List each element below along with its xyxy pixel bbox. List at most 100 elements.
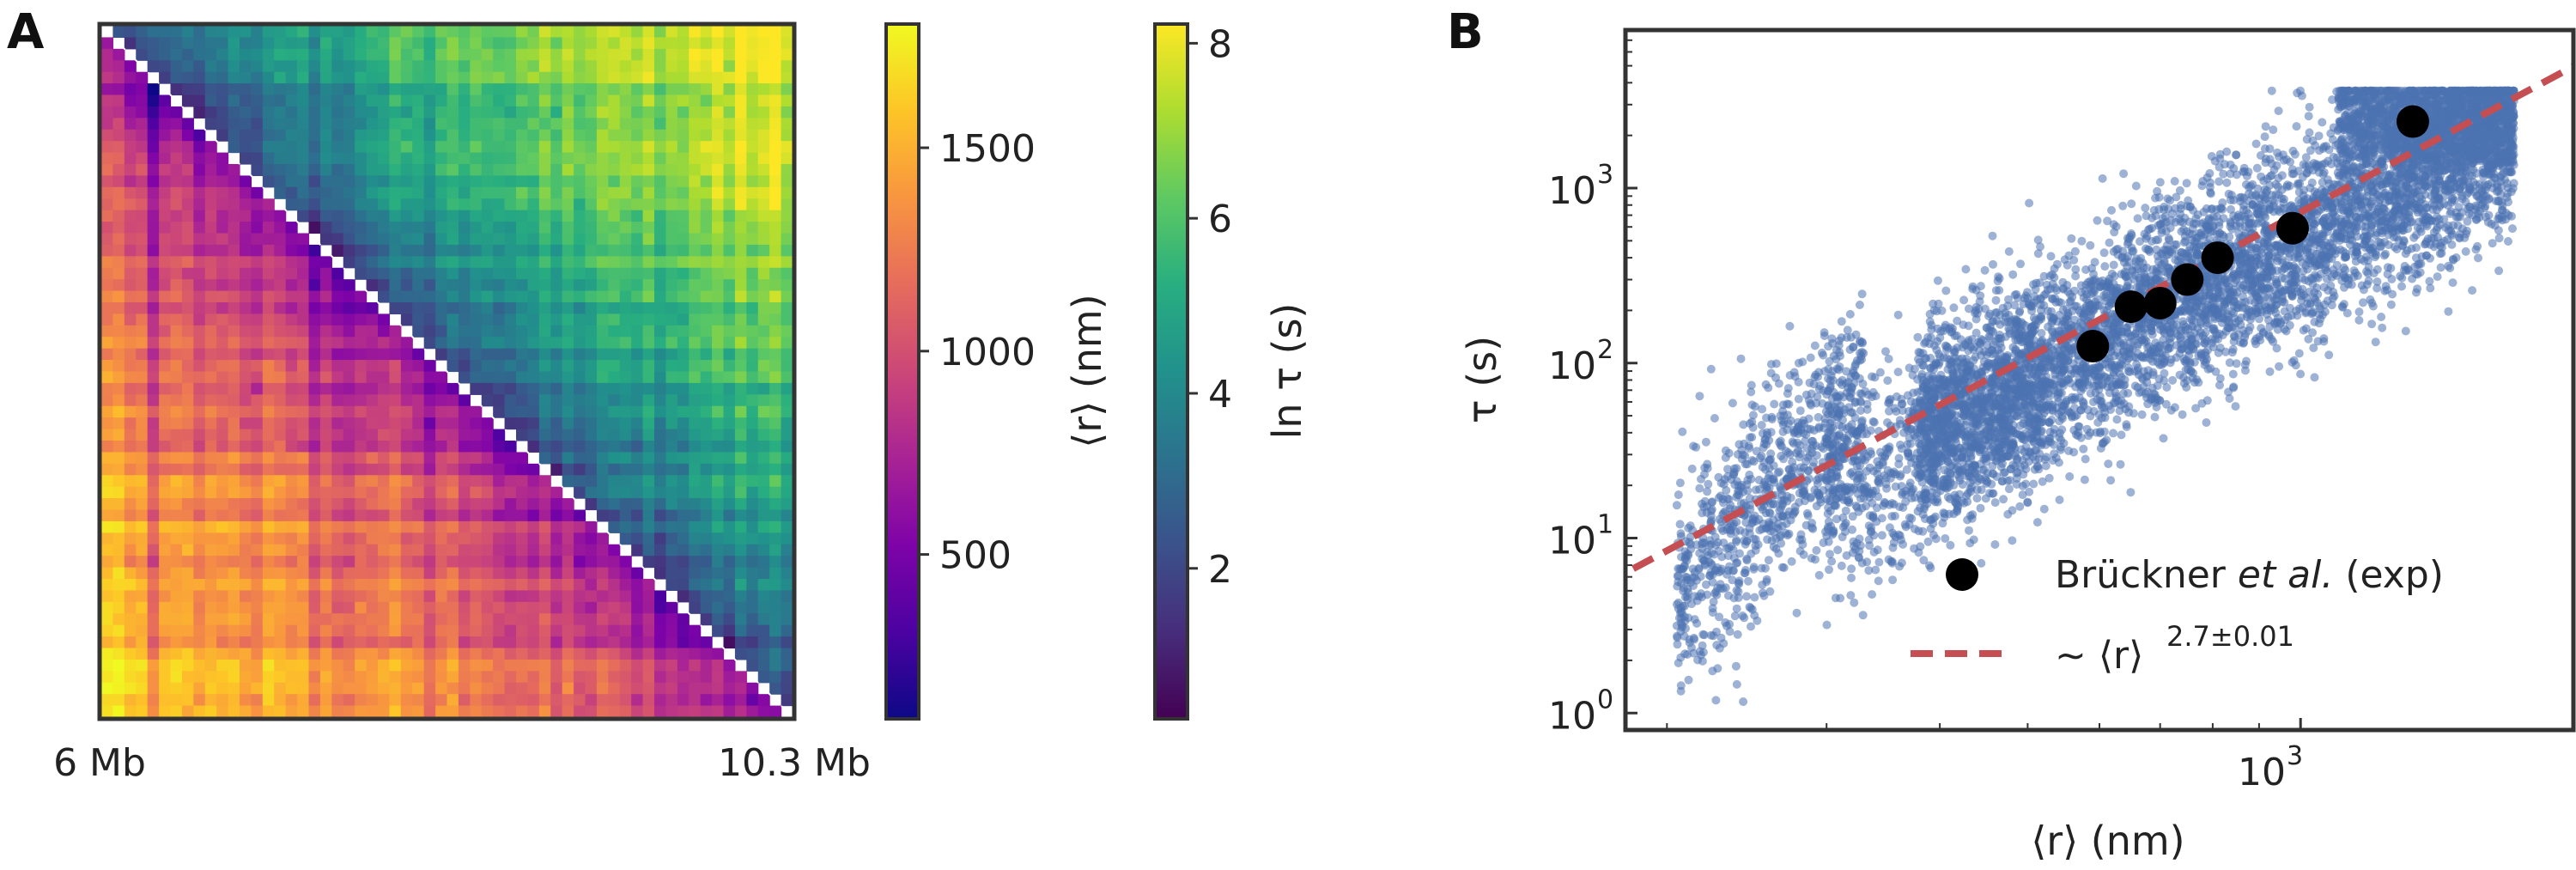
heatmap-cell (757, 544, 770, 557)
heatmap-cell (538, 371, 551, 384)
heatmap-cell (585, 520, 598, 533)
heatmap-cell (712, 118, 725, 131)
scatter-point (2251, 139, 2261, 149)
heatmap-cell (516, 279, 529, 292)
heatmap-cell (297, 325, 310, 338)
heatmap-cell (608, 175, 621, 188)
heatmap-cell (654, 279, 667, 292)
heatmap-cell (378, 394, 391, 407)
heatmap-cell (297, 210, 310, 222)
heatmap-cell (550, 256, 563, 269)
heatmap-cell (608, 337, 621, 350)
heatmap-cell (781, 394, 793, 407)
heatmap-cell (493, 186, 506, 199)
heatmap-cell (769, 636, 782, 649)
heatmap-cell (204, 60, 217, 73)
heatmap-cell (665, 705, 678, 718)
heatmap-cell (331, 175, 344, 188)
scatter-point (2112, 415, 2122, 424)
heatmap-cell (550, 106, 563, 119)
heatmap-cell (562, 48, 574, 61)
heatmap-cell (527, 141, 540, 154)
heatmap-cell (608, 60, 621, 73)
heatmap-cell (757, 325, 770, 338)
heatmap-cell (447, 337, 459, 350)
heatmap-cell (723, 129, 736, 142)
heatmap-cell (642, 694, 655, 707)
heatmap-cell (516, 371, 529, 384)
heatmap-cell (240, 520, 252, 533)
heatmap-cell (746, 233, 759, 246)
heatmap-cell (493, 141, 506, 154)
heatmap-cell (378, 60, 391, 73)
heatmap-cell (355, 590, 368, 603)
heatmap-cell (262, 71, 275, 84)
heatmap-cell (159, 198, 172, 211)
heatmap-cell (550, 441, 563, 453)
heatmap-cell (343, 48, 355, 61)
heatmap-cell (677, 463, 690, 476)
scatter-point (2191, 404, 2201, 413)
heatmap-cell (343, 141, 355, 154)
heatmap-cell (746, 486, 759, 499)
heatmap-cell (470, 475, 483, 488)
heatmap-cell (112, 71, 125, 84)
heatmap-cell (435, 532, 448, 545)
heatmap-cell (159, 579, 172, 592)
heatmap-cell (274, 441, 287, 453)
heatmap-cell (297, 313, 310, 326)
heatmap-cell (562, 164, 574, 177)
heatmap-cell (734, 141, 747, 154)
heatmap-cell (251, 429, 264, 441)
heatmap-cell (412, 129, 425, 142)
heatmap-cell (712, 694, 725, 707)
heatmap-cell (734, 164, 747, 177)
heatmap-cell (769, 348, 782, 361)
heatmap-cell (447, 175, 459, 188)
scatter-point (2033, 235, 2043, 245)
heatmap-cell (654, 106, 667, 119)
heatmap-cell (574, 233, 586, 246)
heatmap-cell (504, 48, 517, 61)
heatmap-cell (677, 233, 690, 246)
heatmap-cell (159, 486, 172, 499)
heatmap-cell (700, 613, 713, 626)
heatmap-cell (470, 313, 483, 326)
heatmap-cell (447, 302, 459, 315)
scatter-point (2272, 344, 2281, 353)
heatmap-cell (423, 520, 436, 533)
heatmap-cell (308, 579, 321, 592)
heatmap-cell (193, 556, 206, 569)
heatmap-cell (136, 694, 149, 707)
heatmap-cell (608, 325, 621, 338)
heatmap-cell (642, 244, 655, 257)
heatmap-cell (700, 244, 713, 257)
heatmap-cell (665, 267, 678, 280)
heatmap-cell (677, 705, 690, 718)
heatmap-cell (262, 613, 275, 626)
heatmap-cell (170, 279, 183, 292)
heatmap-cell (550, 129, 563, 142)
heatmap-cell (400, 659, 413, 672)
heatmap-cell (447, 313, 459, 326)
heatmap-cell (240, 590, 252, 603)
heatmap-cell (159, 360, 172, 373)
heatmap-cell (562, 567, 574, 580)
heatmap-cell (527, 71, 540, 84)
heatmap-cell (757, 417, 770, 430)
heatmap-cell (723, 302, 736, 315)
heatmap-cell (700, 337, 713, 350)
heatmap-cell (769, 429, 782, 441)
heatmap-cell (757, 636, 770, 649)
heatmap-cell (642, 118, 655, 131)
heatmap-cell (366, 441, 379, 453)
heatmap-cell (538, 222, 551, 234)
heatmap-cell (700, 302, 713, 315)
heatmap-cell (181, 175, 194, 188)
heatmap-cell (435, 682, 448, 695)
heatmap-cell (262, 601, 275, 614)
heatmap-cell (228, 532, 240, 545)
heatmap-cell (723, 520, 736, 533)
heatmap-cell (136, 659, 149, 672)
heatmap-cell (136, 37, 149, 50)
